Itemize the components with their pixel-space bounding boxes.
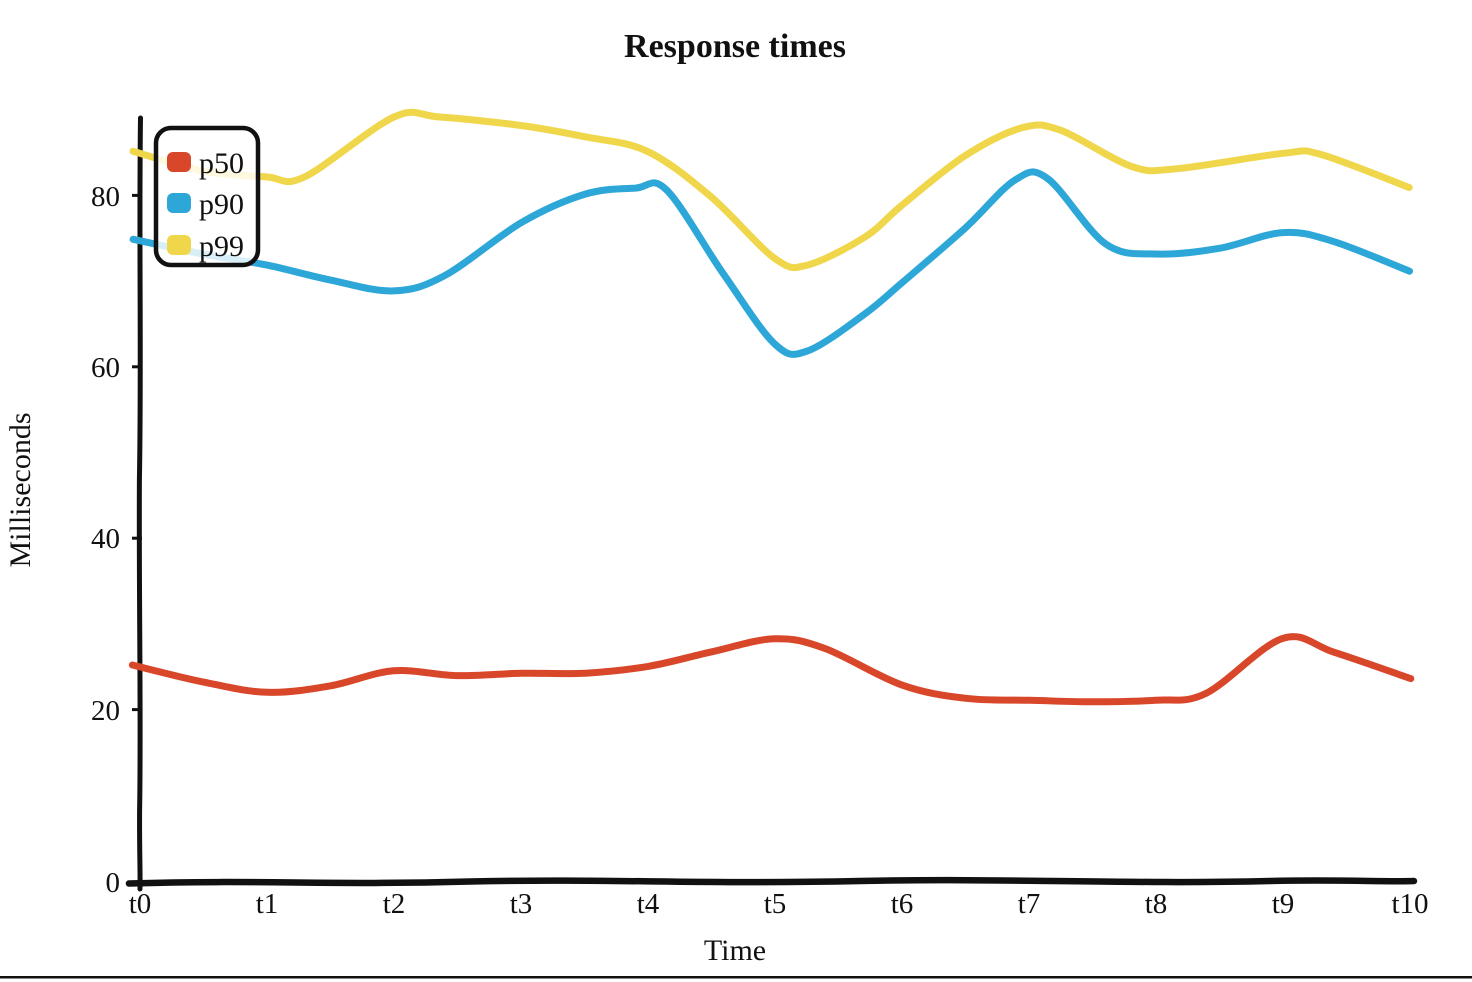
y-tick-0: 0: [106, 867, 121, 899]
legend-label-p90: p90: [199, 188, 244, 221]
y-tick-40: 40: [91, 523, 120, 555]
legend-swatch-p50: [167, 152, 191, 172]
y-tick-20: 20: [91, 695, 120, 727]
y-axis-line: [136, 115, 143, 892]
x-tick-t9: t9: [1272, 888, 1295, 920]
x-tick-t0: t0: [129, 888, 152, 920]
y-axis-label: Milliseconds: [4, 413, 37, 568]
chart-title: Response times: [624, 28, 846, 65]
y-tick-80: 80: [91, 181, 120, 213]
y-tick-marks: [132, 193, 142, 712]
legend-label-p50: p50: [199, 147, 244, 180]
legend-swatch-p90: [167, 193, 191, 213]
y-tick-60: 60: [91, 352, 120, 384]
x-tick-t1: t1: [256, 888, 279, 920]
x-tick-t7: t7: [1018, 888, 1041, 920]
x-axis-label: Time: [704, 934, 766, 967]
series-p90-line: [129, 168, 1413, 358]
series-p99-line: [129, 108, 1413, 272]
legend: p50 p90 p99: [153, 125, 261, 268]
x-axis-line: [125, 876, 1418, 887]
series-p50-line: [128, 633, 1415, 706]
x-tick-t10: t10: [1391, 888, 1428, 920]
x-tick-t6: t6: [891, 888, 914, 920]
bottom-separator: [0, 976, 1472, 979]
legend-label-p99: p99: [199, 230, 244, 263]
x-tick-t4: t4: [637, 888, 660, 920]
x-tick-t3: t3: [510, 888, 533, 920]
legend-swatch-p99: [167, 235, 191, 255]
x-tick-t2: t2: [383, 888, 406, 920]
x-tick-t5: t5: [764, 888, 787, 920]
x-tick-t8: t8: [1145, 888, 1168, 920]
